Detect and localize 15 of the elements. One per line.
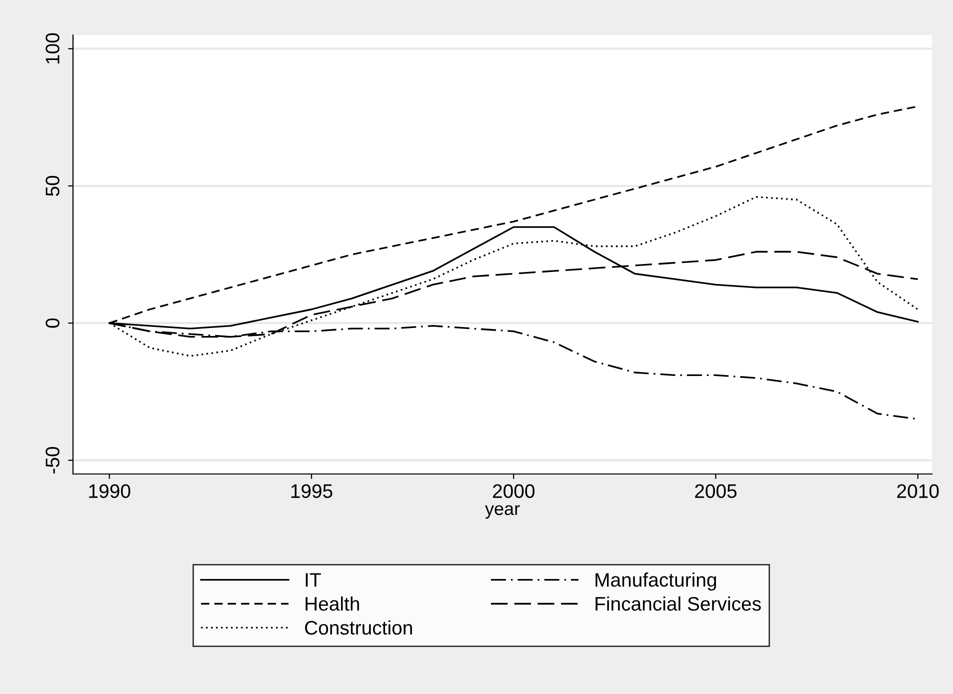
y-tick-label: 0 — [46, 318, 60, 328]
legend-label: Fincancial Services — [596, 596, 761, 611]
legend-label: IT — [306, 573, 321, 587]
y-tick-label: 50 — [46, 176, 60, 196]
x-axis-title: year — [484, 505, 520, 519]
x-tick-label: 2005 — [695, 484, 737, 498]
y-tick-label: 100 — [46, 33, 60, 64]
x-tick-label: 1990 — [89, 484, 130, 498]
legend-label: Construction — [305, 620, 412, 635]
legend-label: Manufacturing — [596, 572, 716, 591]
x-tick-label: 2000 — [492, 484, 534, 498]
y-tick-label: -50 — [46, 446, 60, 474]
x-tick-label: 2010 — [897, 484, 939, 498]
x-tick-label: 1995 — [291, 484, 332, 498]
legend-label: Health — [306, 596, 359, 611]
